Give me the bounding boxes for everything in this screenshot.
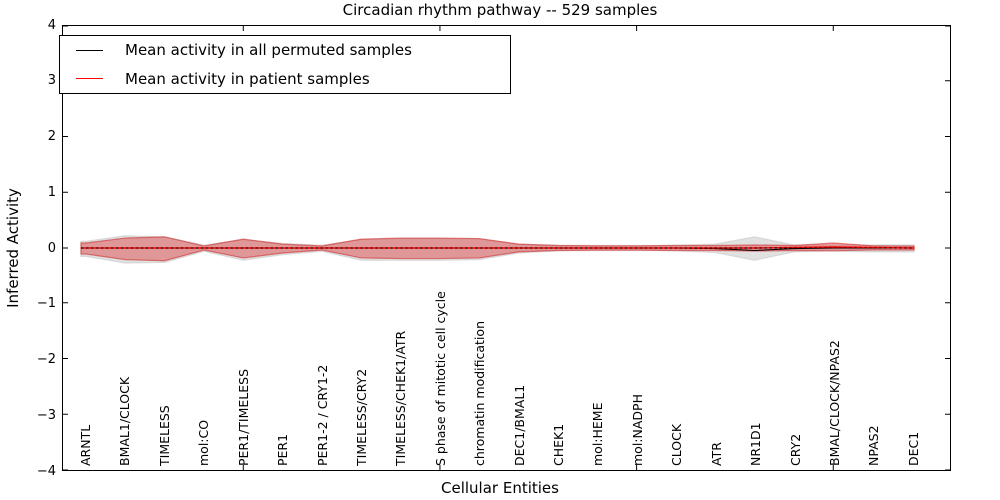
legend-item-patient: Mean activity in patient samples [60,65,510,94]
y-tick-label: 3 [47,73,56,89]
y-tick-label: 2 [47,129,56,144]
x-tick-label: chromatin modification [472,321,488,466]
plot-svg [63,26,950,470]
x-tick-label: BMAL1/CLOCK [117,376,133,466]
y-tick-label: −4 [36,463,56,479]
y-tick-label: 0 [47,240,56,256]
x-tick-label: TIMELESS [156,405,172,466]
x-tick-label: CRY2 [787,433,803,466]
x-tick-label: CLOCK [669,423,685,466]
legend-label: Mean activity in all permuted samples [125,41,412,60]
x-tick-label: TIMELESS/CHEK1/ATR [393,330,409,466]
y-axis-label: Inferred Activity [4,188,22,308]
plot-area: ARNTL BMAL1/CLOCK TIMELESS mol:CO PER1/TIMEL… [62,25,951,471]
patient-range-band [80,236,915,262]
y-tick-label: 4 [47,17,56,33]
x-tick-label: ATR [708,442,724,466]
x-tick-label: TIMELESS/CRY2 [353,368,369,466]
x-tick-label: DEC1 [905,431,921,466]
x-tick-label: NPAS2 [866,425,882,466]
x-tick-label: mol:HEME [590,402,606,467]
x-tick-label: PER1 [275,433,291,466]
x-tick-label: BMAL/CLOCK/NPAS2 [826,340,842,466]
x-tick-label: PER1/TIMELESS [235,368,251,466]
x-tick-label: NR1D1 [748,422,764,466]
legend-line-red [76,78,103,80]
legend: Mean activity in all permuted samples Me… [59,35,511,94]
x-axis-label: Cellular Entities [441,479,559,497]
x-tick-label: CHEK1 [551,423,567,466]
chart-title: Circadian rhythm pathway -- 529 samples [342,1,658,19]
x-tick-label: ARNTL [78,424,93,466]
legend-item-permuted: Mean activity in all permuted samples [60,36,510,65]
x-tick-label: mol:CO [196,419,212,466]
legend-line-black [76,49,103,51]
y-tick-label: −2 [36,352,56,367]
x-tick-label: mol:NADPH [629,394,645,466]
x-tick-label: S phase of mitotic cell cycle [432,291,448,466]
x-tick-label: PER1-2 / CRY1-2 [314,364,330,466]
y-tick-label: −1 [36,296,56,312]
x-tick-label: DEC1/BMAL1 [511,384,527,466]
y-tick-label: −3 [36,407,56,423]
y-tick-label: 1 [47,184,56,200]
legend-label: Mean activity in patient samples [125,69,370,88]
